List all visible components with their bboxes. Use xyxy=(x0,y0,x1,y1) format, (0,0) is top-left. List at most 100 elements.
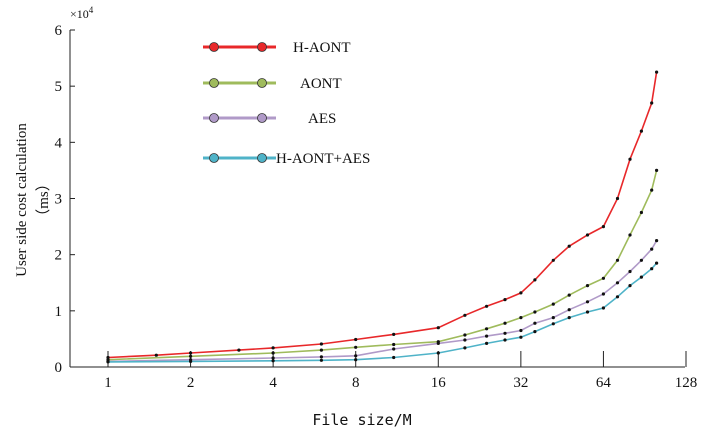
data-point xyxy=(650,101,654,105)
data-point xyxy=(519,335,523,339)
legend-entry: H-AONT+AES xyxy=(203,151,370,167)
data-point xyxy=(639,275,644,279)
y-tick-label: 4 xyxy=(55,135,63,151)
data-point xyxy=(628,233,632,237)
data-point xyxy=(551,258,555,262)
series-layer xyxy=(106,70,659,364)
data-point xyxy=(503,298,507,302)
data-point xyxy=(354,337,358,342)
legend-marker xyxy=(209,42,219,52)
data-point xyxy=(615,295,620,299)
data-point xyxy=(392,347,396,351)
data-point xyxy=(585,284,590,288)
axes xyxy=(69,30,685,368)
data-point xyxy=(628,284,632,288)
legend-marker xyxy=(257,113,267,123)
data-point xyxy=(551,322,555,326)
data-point xyxy=(463,333,467,337)
data-point xyxy=(354,358,358,362)
legend-marker xyxy=(257,78,267,88)
data-point xyxy=(585,300,590,304)
data-point xyxy=(628,269,632,274)
data-point xyxy=(319,358,323,362)
data-point xyxy=(189,351,193,355)
data-point xyxy=(551,316,555,320)
data-point xyxy=(533,278,537,282)
legend-marker xyxy=(257,42,267,52)
y-multiplier-exponent: 4 xyxy=(89,5,94,15)
data-point xyxy=(601,292,606,296)
series-h-aont-aes xyxy=(106,261,659,364)
data-point xyxy=(319,348,323,352)
legend-entry: AONT xyxy=(203,76,342,92)
data-point xyxy=(628,157,632,161)
data-point xyxy=(650,188,654,192)
legend-label: AONT xyxy=(300,76,342,92)
data-point xyxy=(585,233,590,237)
y-tick-label: 5 xyxy=(55,79,63,95)
x-tick-label: 128 xyxy=(675,375,698,391)
y-axis-unit: （ms） xyxy=(35,176,52,224)
data-point xyxy=(237,348,241,352)
data-point xyxy=(319,342,323,346)
data-point xyxy=(533,330,537,334)
series-h-aont xyxy=(106,70,659,360)
data-point xyxy=(463,313,467,317)
series-line xyxy=(107,170,658,361)
legend-marker xyxy=(257,153,267,163)
series-aes xyxy=(106,239,659,363)
data-point xyxy=(271,356,275,360)
data-point xyxy=(567,244,571,248)
y-multiplier-label: ×104 xyxy=(70,5,94,21)
data-point xyxy=(567,293,571,297)
data-point xyxy=(519,328,523,333)
y-axis-title: User side cost calculation xyxy=(14,123,30,277)
data-point xyxy=(655,261,659,265)
legend-entry: AES xyxy=(203,111,336,127)
data-point xyxy=(533,321,537,325)
x-axis-title: File size/M xyxy=(312,411,411,429)
x-tick-label: 4 xyxy=(269,375,277,391)
ticks: 0 1 2 3 4 5 6 1 2 4 8 16 32 64 128 xyxy=(55,23,698,391)
legend-marker xyxy=(209,113,219,123)
data-point xyxy=(519,316,523,320)
x-tick-label: 64 xyxy=(596,375,612,391)
data-point xyxy=(271,351,275,355)
data-point xyxy=(567,308,571,312)
data-point xyxy=(615,281,620,285)
series-line xyxy=(107,262,658,363)
x-tick-label: 2 xyxy=(187,375,195,391)
data-point xyxy=(189,359,193,363)
data-point xyxy=(601,276,606,280)
legend-label: H-AONT xyxy=(293,40,351,56)
y-tick-label: 0 xyxy=(55,360,63,376)
data-point xyxy=(271,346,275,350)
legend-marker xyxy=(209,78,219,88)
data-point xyxy=(533,310,537,314)
y-tick-label: 3 xyxy=(55,192,63,208)
data-point xyxy=(463,346,467,350)
data-point xyxy=(655,239,659,243)
legend-marker xyxy=(209,153,219,163)
data-point xyxy=(189,354,193,358)
data-point xyxy=(436,326,440,330)
series-aont xyxy=(106,168,659,362)
y-tick-label: 1 xyxy=(55,304,63,320)
data-point xyxy=(463,338,467,342)
x-tick-label: 8 xyxy=(352,375,360,391)
data-point xyxy=(655,168,659,172)
data-point xyxy=(639,210,644,215)
x-tick-label: 1 xyxy=(104,375,112,391)
legend-label: AES xyxy=(308,111,336,127)
data-point xyxy=(319,355,323,359)
data-point xyxy=(585,310,590,314)
legend-entry: H-AONT xyxy=(203,40,351,56)
data-point xyxy=(354,345,358,349)
data-point xyxy=(436,351,440,355)
legend: H-AONT AONT AES H-AONT+AES xyxy=(203,40,370,167)
data-point xyxy=(485,327,489,331)
data-point xyxy=(639,129,644,133)
x-tick-label: 32 xyxy=(513,375,528,391)
data-point xyxy=(551,302,555,306)
y-tick-label: 6 xyxy=(55,23,63,39)
